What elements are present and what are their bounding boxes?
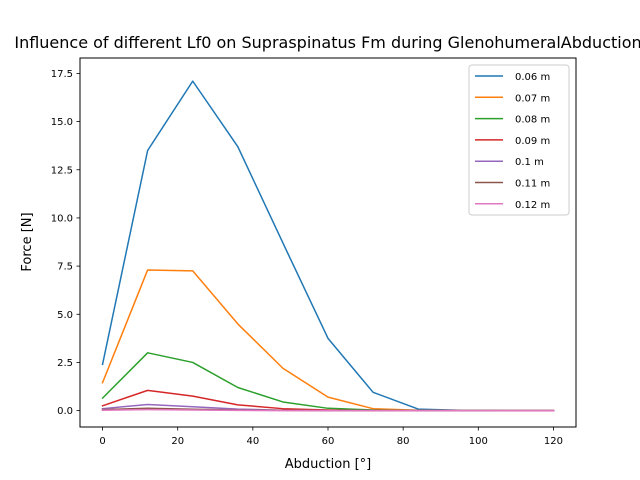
legend-entry-label: 0.08 m [515,115,550,126]
x-axis-label: Abduction [°] [285,457,371,472]
legend-frame [468,64,570,216]
y-tick-label: 10.0 [51,214,73,225]
y-axis-label: Force [N] [20,212,35,271]
y-axis-ticks: 0.0 2.5 5.0 7.5 10.0 12.5 15.0 17.5 [51,69,80,417]
x-tick-label: 20 [171,436,184,447]
legend-entry-label: 0.1 m [515,157,544,168]
y-tick-label: 17.5 [51,69,73,80]
legend-entry-label: 0.12 m [515,200,550,211]
x-tick-label: 60 [322,436,335,447]
series-line-7 [101,408,555,412]
legend-entry-label: 0.06 m [515,72,550,83]
series-lines [101,80,555,412]
y-tick-label: 7.5 [57,262,73,273]
legend: 0.06 m 0.07 m 0.08 m 0.09 m 0.1 m 0.11 m 0.12 … [468,64,570,216]
y-tick-label: 2.5 [57,358,73,369]
x-tick-label: 120 [544,436,563,447]
legend-entry-label: 0.07 m [515,93,550,104]
y-tick-label: 5.0 [57,310,73,321]
y-tick-label: 12.5 [51,165,73,176]
x-tick-label: 100 [469,436,488,447]
x-axis-ticks: 0 20 40 60 80 100 120 [99,427,563,447]
legend-entry-label: 0.09 m [515,136,550,147]
x-tick-label: 0 [99,436,105,447]
y-tick-label: 0.0 [57,406,73,417]
x-tick-label: 40 [246,436,259,447]
y-tick-label: 15.0 [51,117,73,128]
chart-title: Influence of different Lf0 on Supraspina… [14,33,640,52]
legend-entry-label: 0.11 m [515,179,550,190]
x-tick-label: 80 [397,436,410,447]
